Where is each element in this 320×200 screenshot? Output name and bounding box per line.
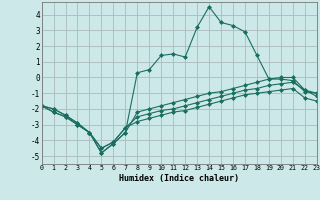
X-axis label: Humidex (Indice chaleur): Humidex (Indice chaleur) bbox=[119, 174, 239, 183]
